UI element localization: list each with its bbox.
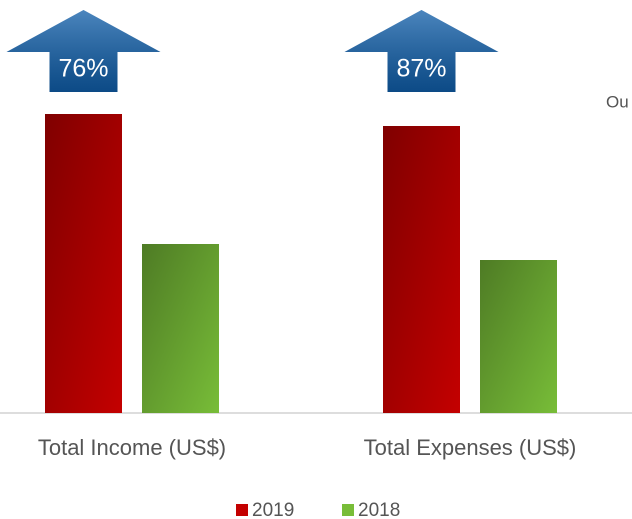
side-text: Ou (606, 92, 629, 111)
legend-label: 2019 (252, 500, 294, 519)
bar-shade (480, 260, 557, 413)
growth-arrow-shade (344, 10, 499, 92)
growth-arrow-shade (6, 10, 161, 92)
bar-shade (45, 114, 122, 413)
growth-label: 87% (396, 55, 446, 83)
growth-label: 76% (58, 55, 108, 83)
legend-label: 2018 (358, 500, 400, 519)
legend-swatch (342, 504, 354, 516)
legend-swatch (236, 504, 248, 516)
x-tick-label: Total Expenses (US$) (364, 435, 577, 460)
x-tick-label: Total Income (US$) (38, 435, 226, 460)
bar-shade (142, 244, 219, 413)
bar-shade (383, 126, 460, 413)
